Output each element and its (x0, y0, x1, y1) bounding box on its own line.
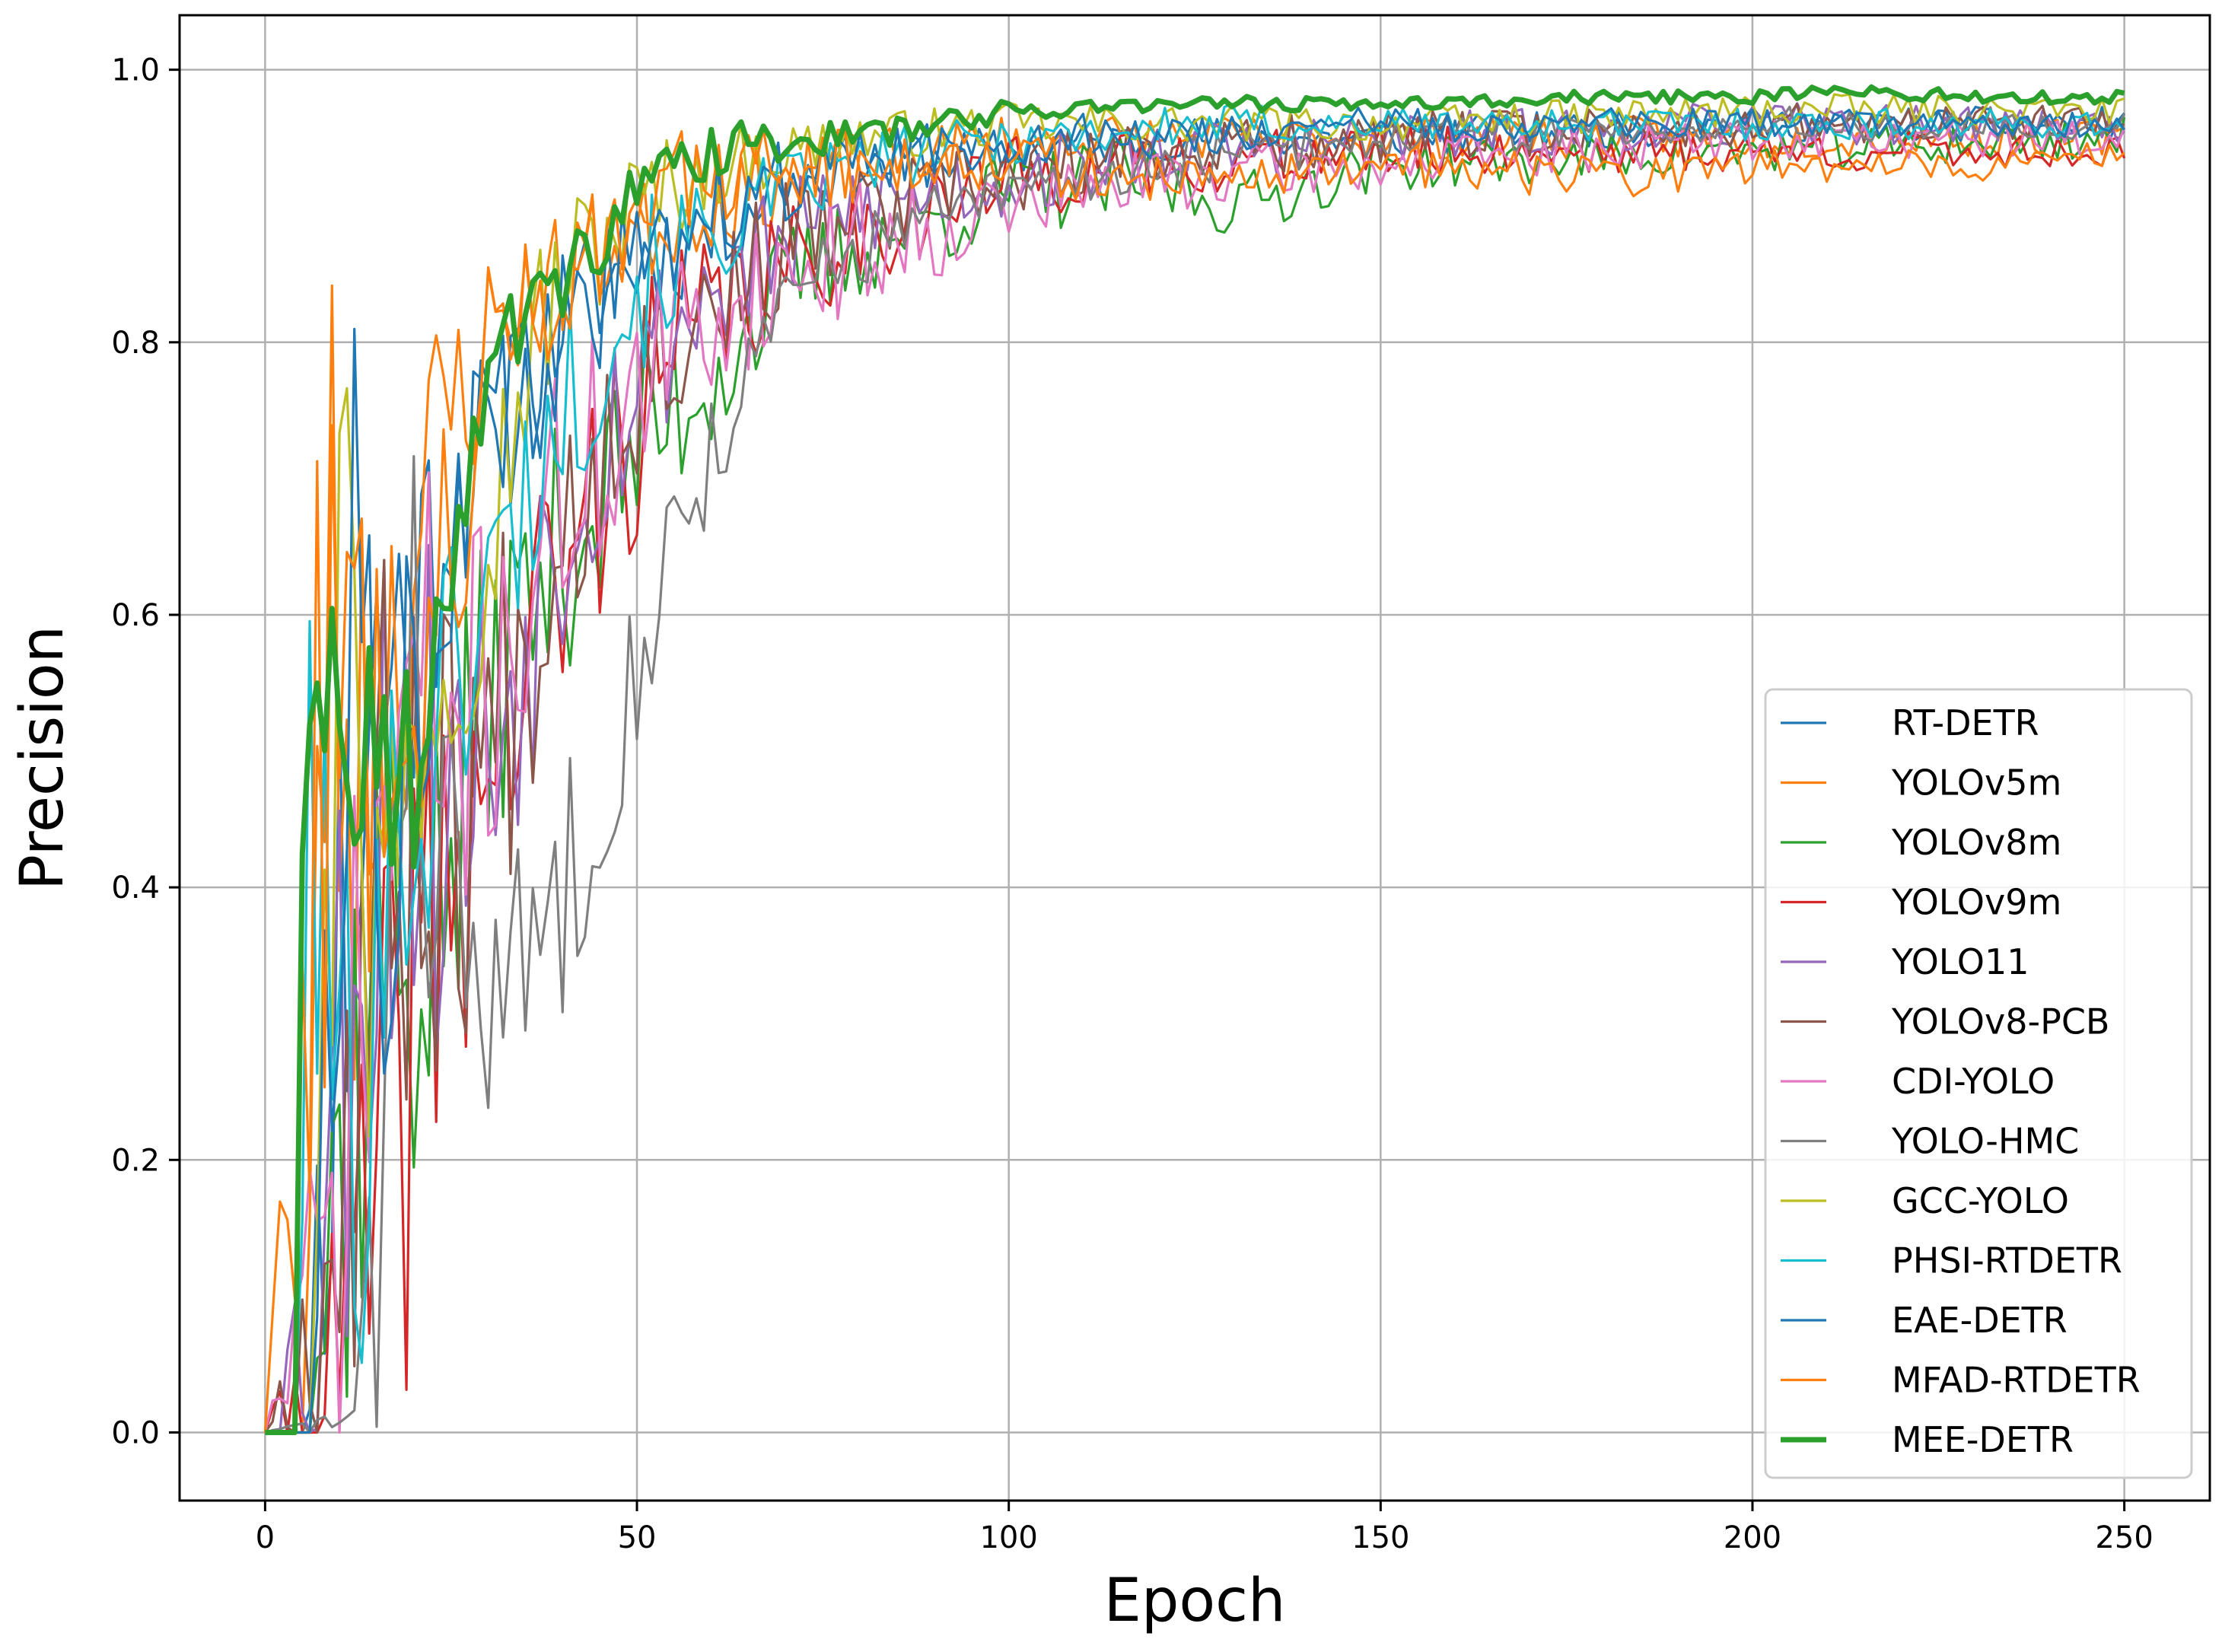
x-tick-label: 50 (618, 1520, 657, 1555)
legend-entry: CDI-YOLO (1892, 1061, 2055, 1102)
x-axis-label: Epoch (1104, 1567, 1286, 1635)
y-tick-label: 0.2 (111, 1143, 160, 1178)
y-tick-label: 0.0 (111, 1415, 160, 1450)
series-line-eae-detr (265, 107, 2125, 1434)
legend-entry: EAE-DETR (1892, 1300, 2068, 1341)
legend-box (1764, 688, 2193, 1479)
legend-entry: YOLOv8-PCB (1891, 1001, 2110, 1042)
y-tick-label: 0.6 (111, 598, 160, 633)
legend: RT-DETR YOLOv5m YOLOv8m YOLOv9m YOLO11 YOLOv8… (1764, 688, 2193, 1479)
legend-entry: YOLOv9m (1891, 882, 2061, 923)
series-line-mfad-rtdetr (263, 128, 2125, 1433)
y-tick-label: 1.0 (111, 53, 160, 88)
legend-entry: YOLO-HMC (1891, 1121, 2079, 1162)
x-tick-label: 150 (1351, 1520, 1409, 1555)
legend-entry: MFAD-RTDETR (1892, 1360, 2141, 1401)
legend-entry: YOLOv8m (1891, 822, 2061, 863)
legend-entry: YOLOv5m (1891, 762, 2061, 804)
series-line-yolo-hmc (264, 105, 2126, 1434)
series-line-phsi-rtdetr (265, 103, 2125, 1434)
x-tick-label: 100 (979, 1520, 1037, 1555)
series-line-gcc-yolo (265, 93, 2125, 1434)
series-lines (263, 84, 2126, 1435)
grid (180, 15, 2210, 1501)
legend-entry: GCC-YOLO (1892, 1180, 2069, 1221)
y-tick-label: 0.8 (111, 326, 160, 361)
x-tick-label: 200 (1724, 1520, 1781, 1555)
x-tick-label: 0 (256, 1520, 275, 1555)
legend-entry: MEE-DETR (1892, 1419, 2074, 1460)
plot-frame (178, 14, 2211, 1502)
ticks: 0 50 100 150 200 250 0.0 0.2 0.4 0.6 0.8 1.0 (111, 53, 2153, 1555)
legend-entry: PHSI-RTDETR (1892, 1240, 2122, 1281)
legend-entry: RT-DETR (1892, 702, 2039, 743)
series-line-mee-detr (265, 84, 2125, 1435)
x-tick-label: 250 (2095, 1520, 2153, 1555)
legend-entry: YOLO11 (1891, 941, 2029, 982)
y-axis-label: Precision (8, 625, 77, 890)
y-tick-label: 0.4 (111, 871, 160, 906)
series-line-cdi-yolo (263, 119, 2126, 1434)
